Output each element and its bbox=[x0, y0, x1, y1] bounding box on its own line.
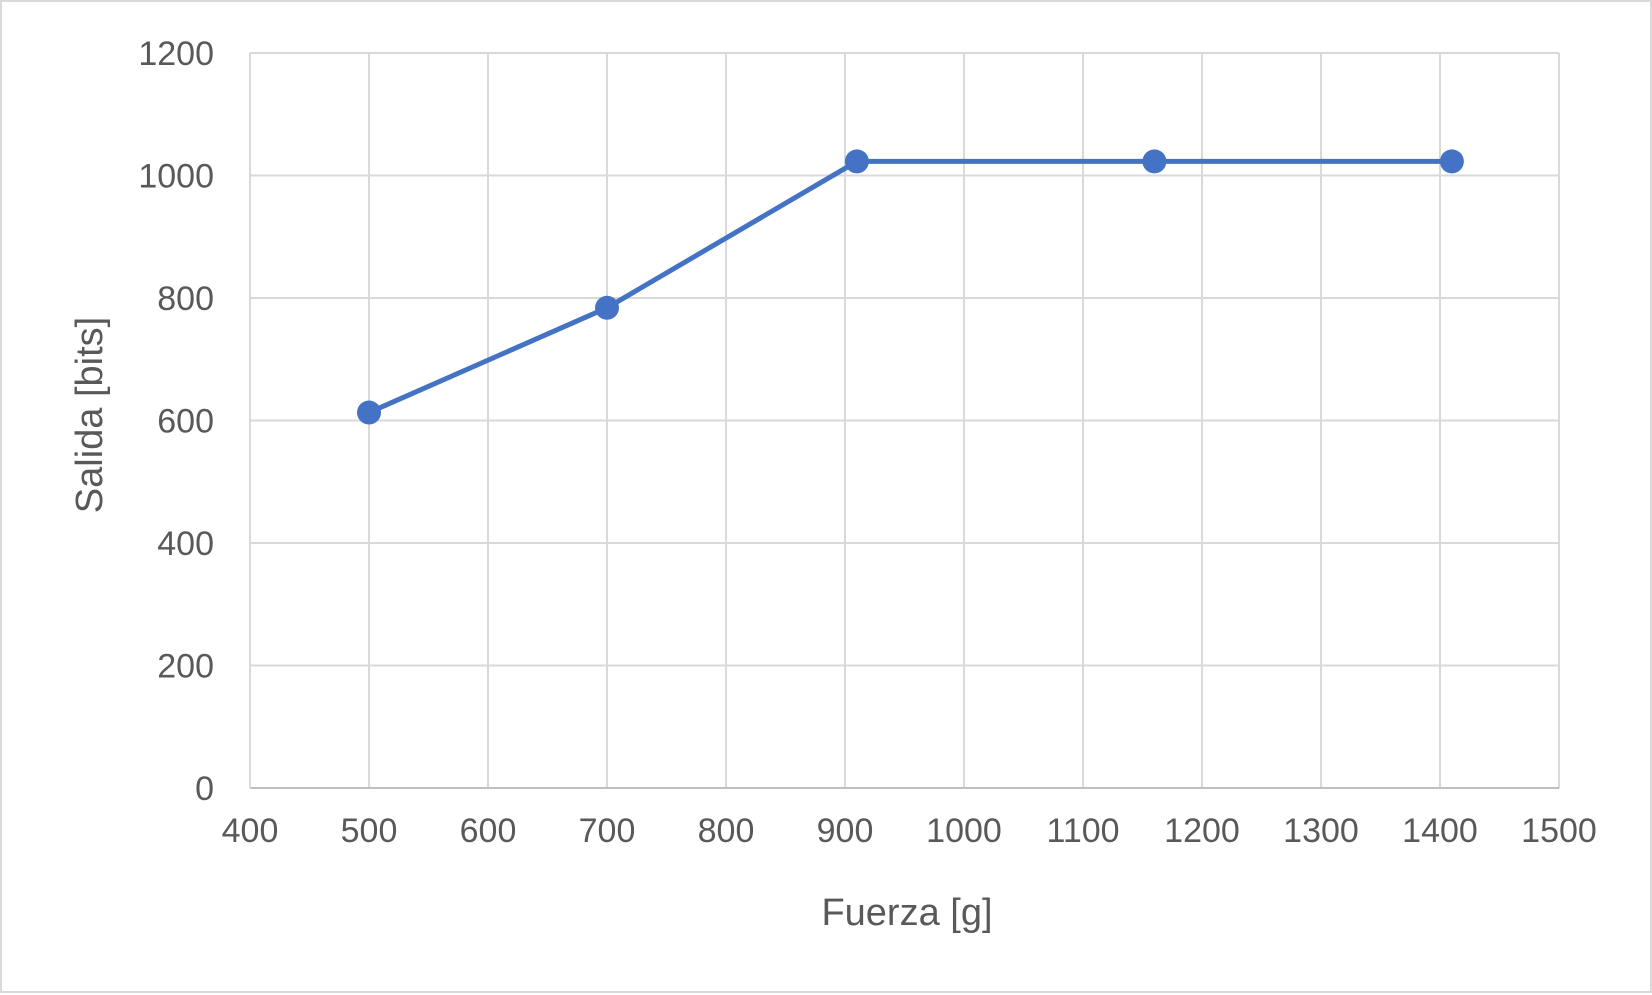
y-axis-title: Salida [bits] bbox=[69, 317, 111, 513]
y-tick-label: 600 bbox=[157, 403, 214, 441]
x-tick-label: 1100 bbox=[1046, 812, 1119, 850]
data-point bbox=[1439, 149, 1464, 174]
y-tick-label: 1000 bbox=[138, 158, 214, 196]
y-tick-label: 400 bbox=[157, 525, 214, 563]
series bbox=[357, 149, 1464, 425]
x-tick-label: 800 bbox=[698, 812, 755, 850]
x-axis-title: Fuerza [g] bbox=[821, 892, 992, 934]
y-tick-label: 0 bbox=[195, 770, 214, 808]
grid bbox=[249, 52, 1560, 789]
x-tick-label: 1400 bbox=[1402, 812, 1478, 850]
series-line bbox=[367, 158, 1452, 415]
x-tick-label: 1200 bbox=[1164, 812, 1240, 850]
x-tick-label: 1300 bbox=[1283, 812, 1359, 850]
x-tick-label: 600 bbox=[460, 812, 517, 850]
x-tick-label: 400 bbox=[222, 812, 279, 850]
y-tick-label: 200 bbox=[157, 648, 214, 686]
data-point bbox=[1142, 149, 1167, 174]
x-tick-label: 900 bbox=[817, 812, 874, 850]
data-point bbox=[357, 400, 381, 425]
data-point bbox=[595, 295, 619, 320]
x-tick-label: 500 bbox=[341, 812, 398, 850]
y-tick-label: 800 bbox=[157, 280, 214, 318]
y-tick-label: 1200 bbox=[138, 35, 214, 73]
tick-labels: 400 500 600 700 800 900 1000 1100 1200 1300 1400 15… bbox=[138, 35, 1596, 850]
x-tick-label: 1500 bbox=[1521, 812, 1597, 850]
data-point bbox=[844, 149, 869, 174]
x-tick-label: 700 bbox=[579, 812, 636, 850]
x-tick-label: 1000 bbox=[926, 812, 1002, 850]
